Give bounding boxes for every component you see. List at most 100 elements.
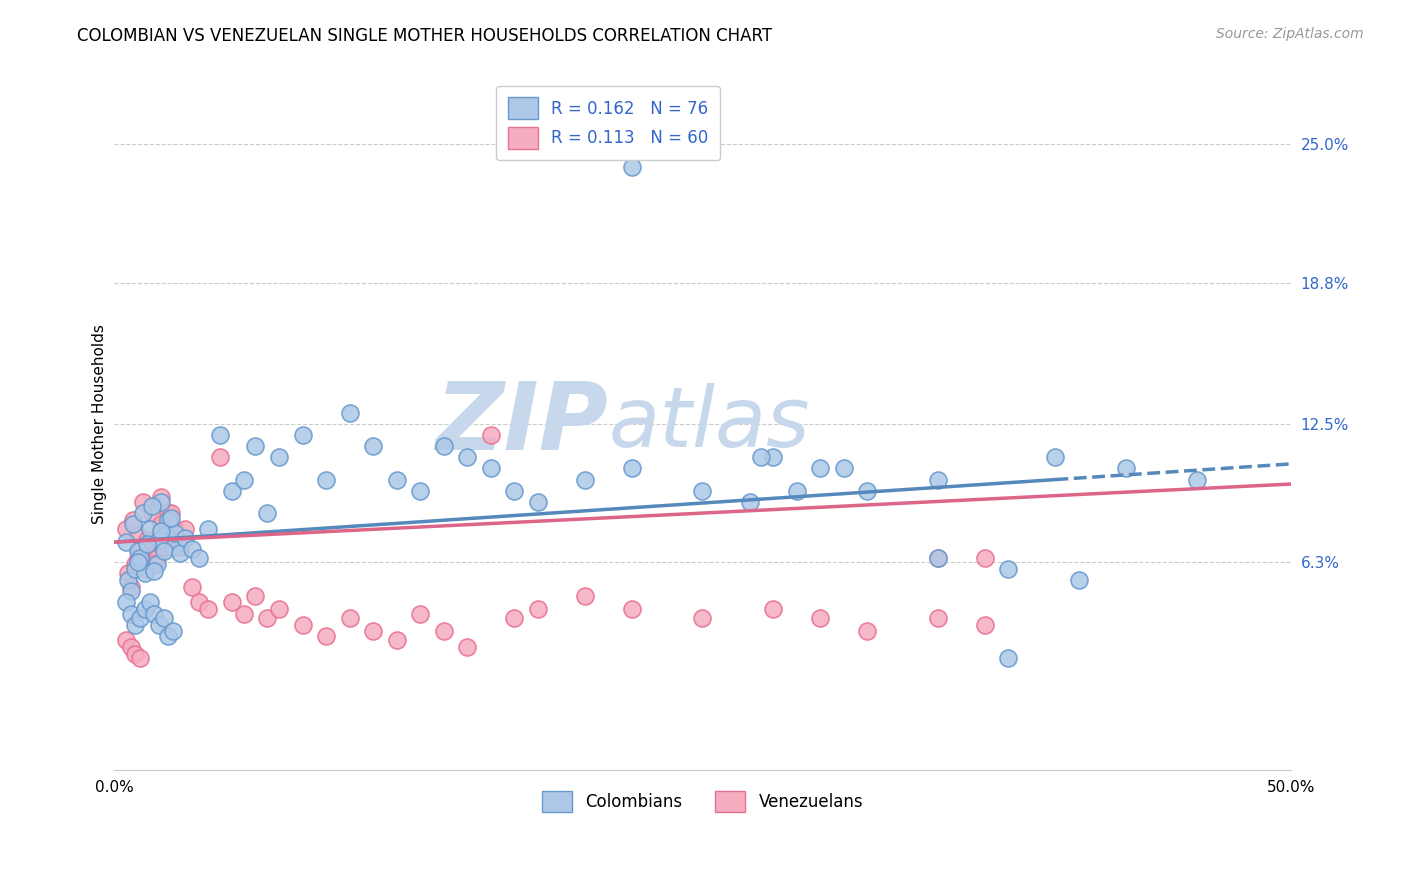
Point bbox=[150, 517, 173, 532]
Point bbox=[503, 483, 526, 498]
Point bbox=[124, 562, 146, 576]
Point bbox=[339, 611, 361, 625]
Point bbox=[150, 524, 173, 538]
Point bbox=[762, 602, 785, 616]
Point bbox=[856, 483, 879, 498]
Point bbox=[143, 558, 166, 572]
Point bbox=[181, 541, 204, 556]
Point bbox=[927, 550, 949, 565]
Point bbox=[165, 522, 187, 536]
Point bbox=[927, 611, 949, 625]
Point bbox=[256, 611, 278, 625]
Point bbox=[127, 528, 149, 542]
Point bbox=[409, 483, 432, 498]
Point bbox=[315, 473, 337, 487]
Point bbox=[129, 651, 152, 665]
Point bbox=[124, 558, 146, 572]
Point bbox=[120, 607, 142, 621]
Point bbox=[620, 461, 643, 475]
Point bbox=[385, 473, 408, 487]
Text: ZIP: ZIP bbox=[436, 377, 609, 470]
Point bbox=[620, 602, 643, 616]
Point bbox=[117, 566, 139, 581]
Point bbox=[221, 595, 243, 609]
Point bbox=[122, 513, 145, 527]
Point bbox=[131, 495, 153, 509]
Point bbox=[188, 550, 211, 565]
Point bbox=[1115, 461, 1137, 475]
Point bbox=[479, 461, 502, 475]
Y-axis label: Single Mother Households: Single Mother Households bbox=[93, 324, 107, 524]
Point bbox=[973, 550, 995, 565]
Point bbox=[150, 491, 173, 505]
Point bbox=[173, 522, 195, 536]
Point bbox=[188, 595, 211, 609]
Point bbox=[503, 611, 526, 625]
Point bbox=[209, 450, 232, 465]
Point bbox=[124, 647, 146, 661]
Point bbox=[134, 562, 156, 576]
Point bbox=[138, 595, 160, 609]
Point bbox=[134, 602, 156, 616]
Point bbox=[245, 589, 267, 603]
Point bbox=[315, 629, 337, 643]
Point bbox=[159, 506, 181, 520]
Point bbox=[122, 517, 145, 532]
Point bbox=[152, 544, 174, 558]
Point bbox=[145, 550, 167, 565]
Point bbox=[749, 450, 772, 465]
Point bbox=[1045, 450, 1067, 465]
Point bbox=[433, 439, 456, 453]
Point bbox=[620, 160, 643, 174]
Point bbox=[120, 640, 142, 654]
Point bbox=[148, 528, 170, 542]
Point bbox=[527, 495, 550, 509]
Point bbox=[115, 522, 138, 536]
Point bbox=[115, 535, 138, 549]
Point bbox=[127, 544, 149, 558]
Text: COLOMBIAN VS VENEZUELAN SINGLE MOTHER HOUSEHOLDS CORRELATION CHART: COLOMBIAN VS VENEZUELAN SINGLE MOTHER HO… bbox=[77, 27, 772, 45]
Point bbox=[115, 595, 138, 609]
Point bbox=[456, 450, 478, 465]
Point bbox=[145, 558, 167, 572]
Point bbox=[339, 405, 361, 419]
Point bbox=[157, 506, 180, 520]
Text: Source: ZipAtlas.com: Source: ZipAtlas.com bbox=[1216, 27, 1364, 41]
Point bbox=[136, 533, 159, 547]
Point bbox=[479, 428, 502, 442]
Point bbox=[738, 495, 761, 509]
Point bbox=[256, 506, 278, 520]
Point bbox=[150, 495, 173, 509]
Point bbox=[361, 624, 384, 639]
Point bbox=[173, 531, 195, 545]
Point bbox=[574, 589, 596, 603]
Point bbox=[245, 439, 267, 453]
Point bbox=[148, 617, 170, 632]
Point bbox=[143, 564, 166, 578]
Point bbox=[169, 546, 191, 560]
Point bbox=[127, 550, 149, 565]
Point bbox=[136, 537, 159, 551]
Point bbox=[141, 500, 163, 514]
Point bbox=[129, 550, 152, 565]
Point bbox=[120, 584, 142, 599]
Text: atlas: atlas bbox=[609, 384, 810, 464]
Point bbox=[141, 506, 163, 520]
Point bbox=[155, 517, 177, 532]
Point bbox=[197, 522, 219, 536]
Point bbox=[159, 510, 181, 524]
Point bbox=[157, 629, 180, 643]
Point bbox=[138, 522, 160, 536]
Point bbox=[1067, 573, 1090, 587]
Point bbox=[232, 607, 254, 621]
Point bbox=[134, 566, 156, 581]
Point bbox=[157, 513, 180, 527]
Point bbox=[997, 562, 1019, 576]
Point bbox=[832, 461, 855, 475]
Point bbox=[527, 602, 550, 616]
Point bbox=[927, 550, 949, 565]
Point bbox=[115, 633, 138, 648]
Point bbox=[433, 624, 456, 639]
Point bbox=[165, 526, 187, 541]
Point bbox=[127, 555, 149, 569]
